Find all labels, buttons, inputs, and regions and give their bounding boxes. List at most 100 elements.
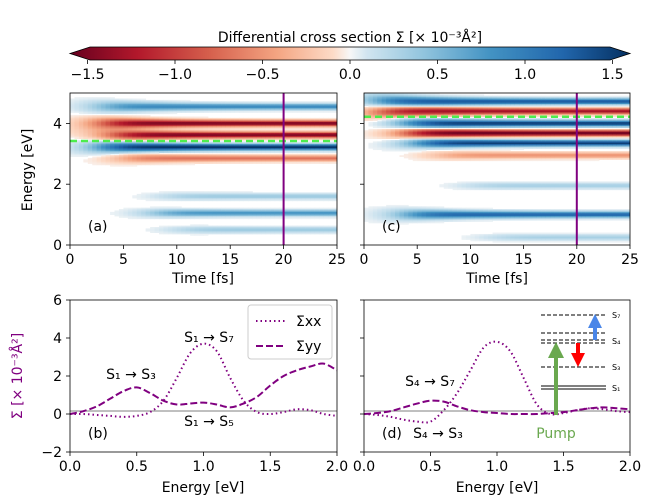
heatmap-cell [127, 105, 133, 108]
heatmap-cell [305, 151, 311, 153]
heatmap-cell [74, 153, 80, 156]
heatmap-cell [265, 102, 271, 105]
heatmap-cell [332, 133, 337, 135]
heatmap-cell [310, 149, 316, 152]
heatmap-cell [332, 130, 337, 133]
heatmap-cell [305, 142, 311, 145]
heatmap-cell [203, 225, 209, 228]
heatmap-cell [399, 124, 405, 127]
heatmap-cell [270, 134, 276, 137]
heatmap-cell [292, 214, 298, 217]
heatmap-cell [301, 104, 307, 106]
heatmap-cell [395, 94, 400, 97]
heatmap-cell [132, 146, 138, 149]
heatmap-cell [314, 213, 320, 215]
heatmap-cell [190, 105, 195, 108]
heatmap-cell [101, 120, 106, 123]
heatmap-cell [172, 159, 178, 162]
heatmap-cell [127, 128, 133, 131]
heatmap-cell [479, 101, 485, 104]
heatmap-cell [261, 210, 267, 213]
heatmap-cell [457, 108, 462, 110]
heatmap-cell [386, 93, 391, 95]
heatmap-cell [323, 199, 329, 202]
heatmap-cell [221, 131, 227, 134]
heatmap-cell [252, 227, 258, 229]
heatmap-cell [132, 138, 138, 141]
heatmap-cell [288, 126, 293, 128]
heatmap-cell [395, 109, 400, 112]
heatmap-cell [426, 153, 431, 156]
heatmap-cell [163, 207, 169, 210]
heatmap-cell [234, 210, 240, 213]
heatmap-cell [270, 213, 276, 215]
heatmap-cell [332, 124, 337, 127]
heatmap-cell [408, 218, 414, 221]
heatmap-cell [288, 130, 293, 133]
heatmap-cell [421, 220, 427, 222]
heatmap-cell [105, 134, 111, 137]
heatmap-cell [176, 196, 182, 199]
heatmap-cell [452, 133, 458, 135]
heatmap-cell [270, 215, 276, 218]
heatmap-cell [136, 157, 142, 160]
heatmap-cell [443, 123, 449, 126]
heatmap-cell [372, 220, 378, 222]
heatmap-cell [96, 122, 102, 124]
heatmap-cell [430, 94, 436, 97]
heatmap-cell [159, 191, 164, 193]
heatmap-cell [372, 95, 378, 98]
heatmap-cell [296, 232, 302, 235]
heatmap-cell [216, 137, 222, 139]
heatmap-cell [474, 104, 480, 106]
heatmap-cell [377, 135, 383, 138]
heatmap-cell [452, 209, 458, 211]
heatmap-cell [399, 204, 405, 207]
heatmap-cell [145, 159, 151, 162]
heatmap-cell [386, 112, 391, 115]
heatmap-cell [408, 146, 414, 149]
heatmap-cell [443, 215, 449, 218]
heatmap-cell [110, 130, 115, 133]
heatmap-cell [190, 108, 195, 110]
heatmap-cell [252, 119, 258, 122]
heatmap-cell [426, 97, 431, 99]
heatmap-cell [372, 218, 378, 221]
heatmap-cell [234, 122, 240, 124]
heatmap-cell [434, 211, 440, 214]
heatmap-cell [136, 137, 142, 139]
heatmap-cell [390, 214, 396, 217]
heatmap-cell [452, 142, 458, 145]
heatmap-cell [167, 198, 173, 200]
heatmap-cell [296, 106, 302, 109]
heatmap-cell [301, 195, 307, 198]
heatmap-cell [448, 108, 454, 110]
heatmap-cell [252, 133, 258, 135]
heatmap-cell [203, 127, 209, 130]
heatmap-cell [417, 126, 423, 128]
heatmap-cell [92, 108, 98, 110]
heatmap-cell [163, 160, 169, 163]
heatmap-cell [381, 113, 387, 116]
heatmap-cell [296, 109, 302, 112]
heatmap-cell [203, 215, 209, 218]
heatmap-cell [167, 213, 173, 215]
heatmap-cell [452, 94, 458, 97]
heatmap-cell [301, 214, 307, 217]
heatmap-cell [87, 139, 93, 142]
heatmap-cell [310, 162, 316, 164]
heatmap-cell [132, 133, 138, 135]
heatmap-cell [279, 214, 284, 217]
heatmap-cell [434, 133, 440, 135]
heatmap-cell [381, 149, 387, 152]
heatmap-cell [292, 229, 298, 232]
heatmap-cell [421, 141, 427, 144]
heatmap-cell [74, 142, 80, 145]
heatmap-cell [292, 126, 298, 128]
heatmap-cell [92, 127, 98, 130]
heatmap-cell [203, 209, 209, 211]
heatmap-cell [92, 123, 98, 126]
heatmap-cell [185, 214, 191, 217]
heatmap-cell [323, 126, 329, 128]
heatmap-cell [474, 139, 480, 142]
